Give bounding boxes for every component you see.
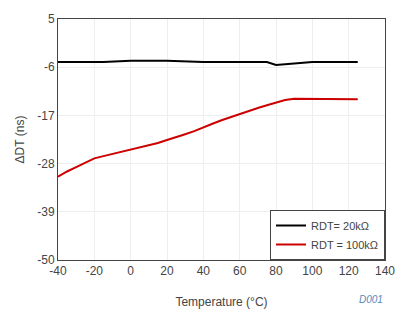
svg-text:100: 100 (302, 264, 322, 278)
svg-text:Temperature (°C): Temperature (°C) (175, 295, 267, 309)
svg-text:RDT = 100kΩ: RDT = 100kΩ (311, 239, 378, 251)
svg-text:-39: -39 (37, 205, 55, 219)
svg-text:-20: -20 (86, 264, 104, 278)
svg-text:60: 60 (233, 264, 247, 278)
svg-text:120: 120 (339, 264, 359, 278)
svg-text:5: 5 (48, 12, 55, 26)
svg-text:D001: D001 (359, 294, 383, 305)
svg-text:-40: -40 (49, 264, 67, 278)
svg-text:RDT= 20kΩ: RDT= 20kΩ (311, 220, 369, 232)
svg-text:-28: -28 (37, 157, 55, 171)
svg-text:ΔDT (ns): ΔDT (ns) (13, 116, 27, 164)
svg-text:-6: -6 (44, 60, 55, 74)
svg-text:80: 80 (269, 264, 283, 278)
svg-text:140: 140 (375, 264, 395, 278)
svg-text:-50: -50 (37, 253, 55, 267)
svg-text:20: 20 (160, 264, 174, 278)
svg-text:0: 0 (127, 264, 134, 278)
svg-text:40: 40 (197, 264, 211, 278)
svg-text:-17: -17 (37, 109, 55, 123)
